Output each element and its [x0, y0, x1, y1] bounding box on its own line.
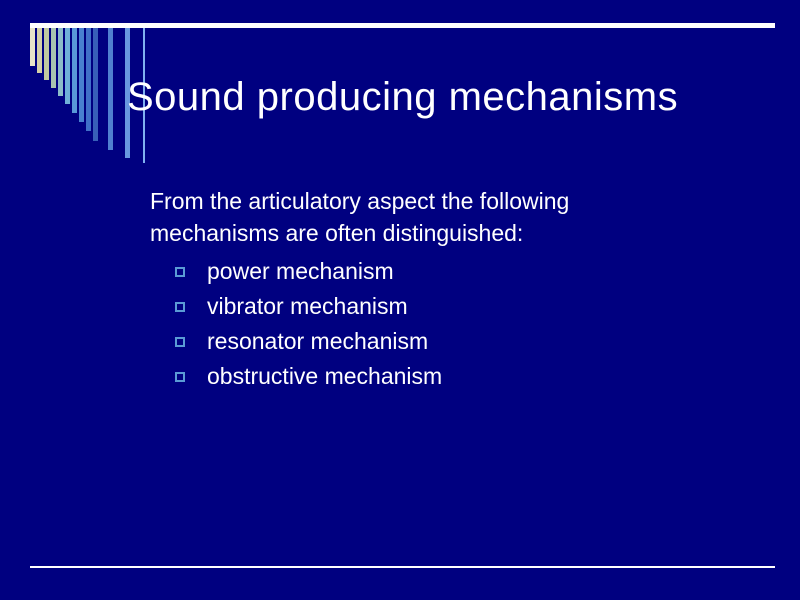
stripe — [58, 28, 63, 96]
bullet-label: vibrator mechanism — [207, 293, 408, 320]
bullet-label: obstructive mechanism — [207, 363, 442, 390]
bullet-icon — [175, 372, 185, 382]
stripe — [93, 28, 98, 141]
list-item: vibrator mechanism — [175, 293, 442, 320]
bullet-icon — [175, 337, 185, 347]
list-item: resonator mechanism — [175, 328, 442, 355]
stripe — [79, 28, 84, 122]
stripe — [44, 28, 49, 80]
bullet-icon — [175, 302, 185, 312]
bullet-icon — [175, 267, 185, 277]
bullet-list: power mechanism vibrator mechanism reson… — [175, 258, 442, 398]
stripe — [65, 28, 70, 104]
bullet-label: power mechanism — [207, 258, 394, 285]
bottom-divider — [30, 566, 775, 568]
slide-title: Sound producing mechanisms — [127, 75, 678, 120]
stripe — [37, 28, 42, 73]
stripe — [51, 28, 56, 88]
stripe — [86, 28, 91, 131]
list-item: power mechanism — [175, 258, 442, 285]
stripe — [108, 28, 113, 150]
bullet-label: resonator mechanism — [207, 328, 428, 355]
stripe — [72, 28, 77, 113]
stripe — [30, 28, 35, 66]
intro-text: From the articulatory aspect the followi… — [150, 185, 680, 249]
list-item: obstructive mechanism — [175, 363, 442, 390]
